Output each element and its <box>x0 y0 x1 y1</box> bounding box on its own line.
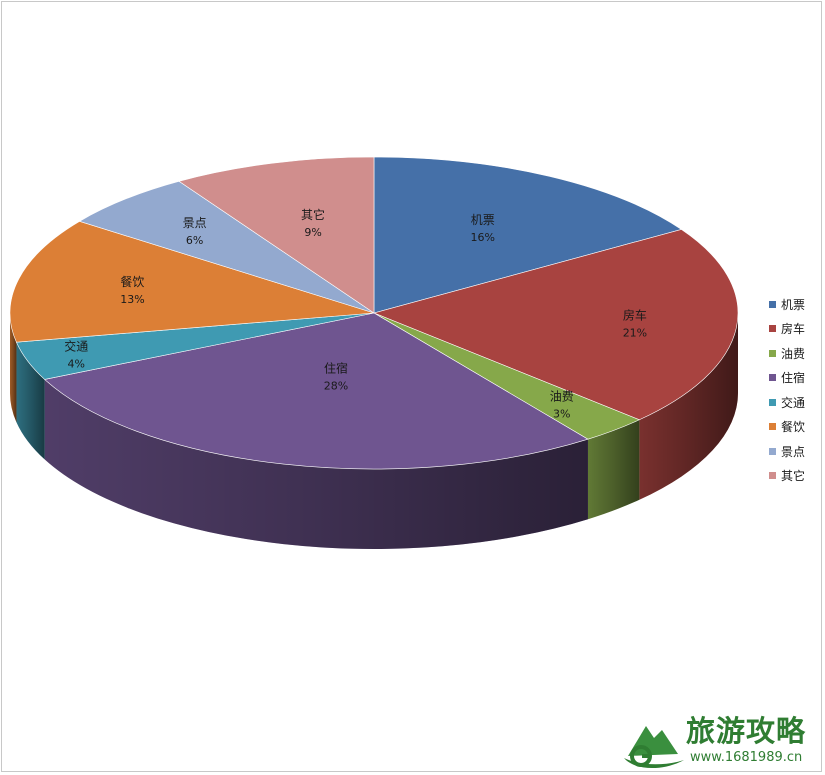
legend-swatch <box>769 300 776 308</box>
legend-item-8: 其它 <box>769 464 825 489</box>
slice-8-top <box>178 156 375 314</box>
legend-item-6: 餐饮 <box>769 415 825 440</box>
legend-swatch <box>769 398 776 406</box>
slice-1-top <box>373 156 683 314</box>
slice-8-label: 其它 <box>301 207 325 222</box>
legend-swatch <box>769 423 776 431</box>
legend-item-5: 交通 <box>769 390 825 415</box>
slice-2-percent-label: 21% <box>623 327 647 340</box>
watermark-title: 旅游攻略 <box>686 714 807 748</box>
watermark-url: www.1681989.cn <box>690 750 803 765</box>
legend-swatch <box>769 374 776 382</box>
slice-4-label: 住宿 <box>324 360 348 375</box>
slice-1-label: 机票 <box>471 213 495 227</box>
legend: 机票房车油费住宿交通餐饮景点其它 <box>769 292 825 488</box>
legend-item-3: 油费 <box>769 341 825 366</box>
watermark: 旅游攻略 www.1681989.cn <box>622 708 822 772</box>
slice-8-percent-label: 9% <box>304 226 321 239</box>
slice-3-label: 油费 <box>550 389 574 403</box>
legend-label: 景点 <box>781 444 806 459</box>
slice-6-label: 餐饮 <box>120 274 144 289</box>
legend-item-2: 房车 <box>769 317 825 342</box>
legend-item-4: 住宿 <box>769 366 825 391</box>
legend-label: 油费 <box>781 346 806 361</box>
legend-label: 餐饮 <box>781 420 806 435</box>
watermark-logo-icon <box>624 726 684 769</box>
slice-5-side-shade <box>16 342 45 460</box>
slice-4-side-shade <box>44 379 588 549</box>
pie-labels: 机票 16% 房车 21% 油费 3% 住宿 28% 交通 4% 餐饮 13% 景点 6% 其它 9% <box>64 207 647 420</box>
pie-tops <box>9 156 739 470</box>
legend-swatch <box>769 472 776 480</box>
slice-4-top <box>44 312 589 470</box>
slice-4-percent-label: 28% <box>324 379 348 392</box>
slice-7-top <box>78 180 375 314</box>
slice-2-label: 房车 <box>623 308 647 323</box>
slice-3-side-shade <box>587 419 640 520</box>
legend-swatch <box>769 349 776 357</box>
legend-label: 机票 <box>781 297 806 312</box>
legend-swatch <box>769 325 776 333</box>
slice-7-percent-label: 6% <box>186 234 203 247</box>
slice-5-label: 交通 <box>64 338 88 353</box>
slice-3-percent-label: 3% <box>553 407 570 420</box>
slice-5-percent-label: 4% <box>68 357 85 370</box>
legend-swatch <box>769 447 776 455</box>
legend-item-7: 景点 <box>769 439 825 464</box>
slice-2-side-shade <box>639 313 738 500</box>
legend-label: 交通 <box>781 395 806 410</box>
slice-1-percent-label: 16% <box>470 231 494 244</box>
slice-7-label: 景点 <box>183 216 207 230</box>
pie-sides <box>10 313 738 549</box>
legend-item-1: 机票 <box>769 292 825 317</box>
slice-6-percent-label: 13% <box>120 293 144 306</box>
legend-label: 住宿 <box>781 371 806 386</box>
slice-2-top <box>373 229 739 421</box>
slice-6-top <box>9 220 375 343</box>
legend-label: 其它 <box>781 469 806 484</box>
legend-label: 房车 <box>781 322 806 337</box>
slice-6-side-shade <box>10 313 17 423</box>
